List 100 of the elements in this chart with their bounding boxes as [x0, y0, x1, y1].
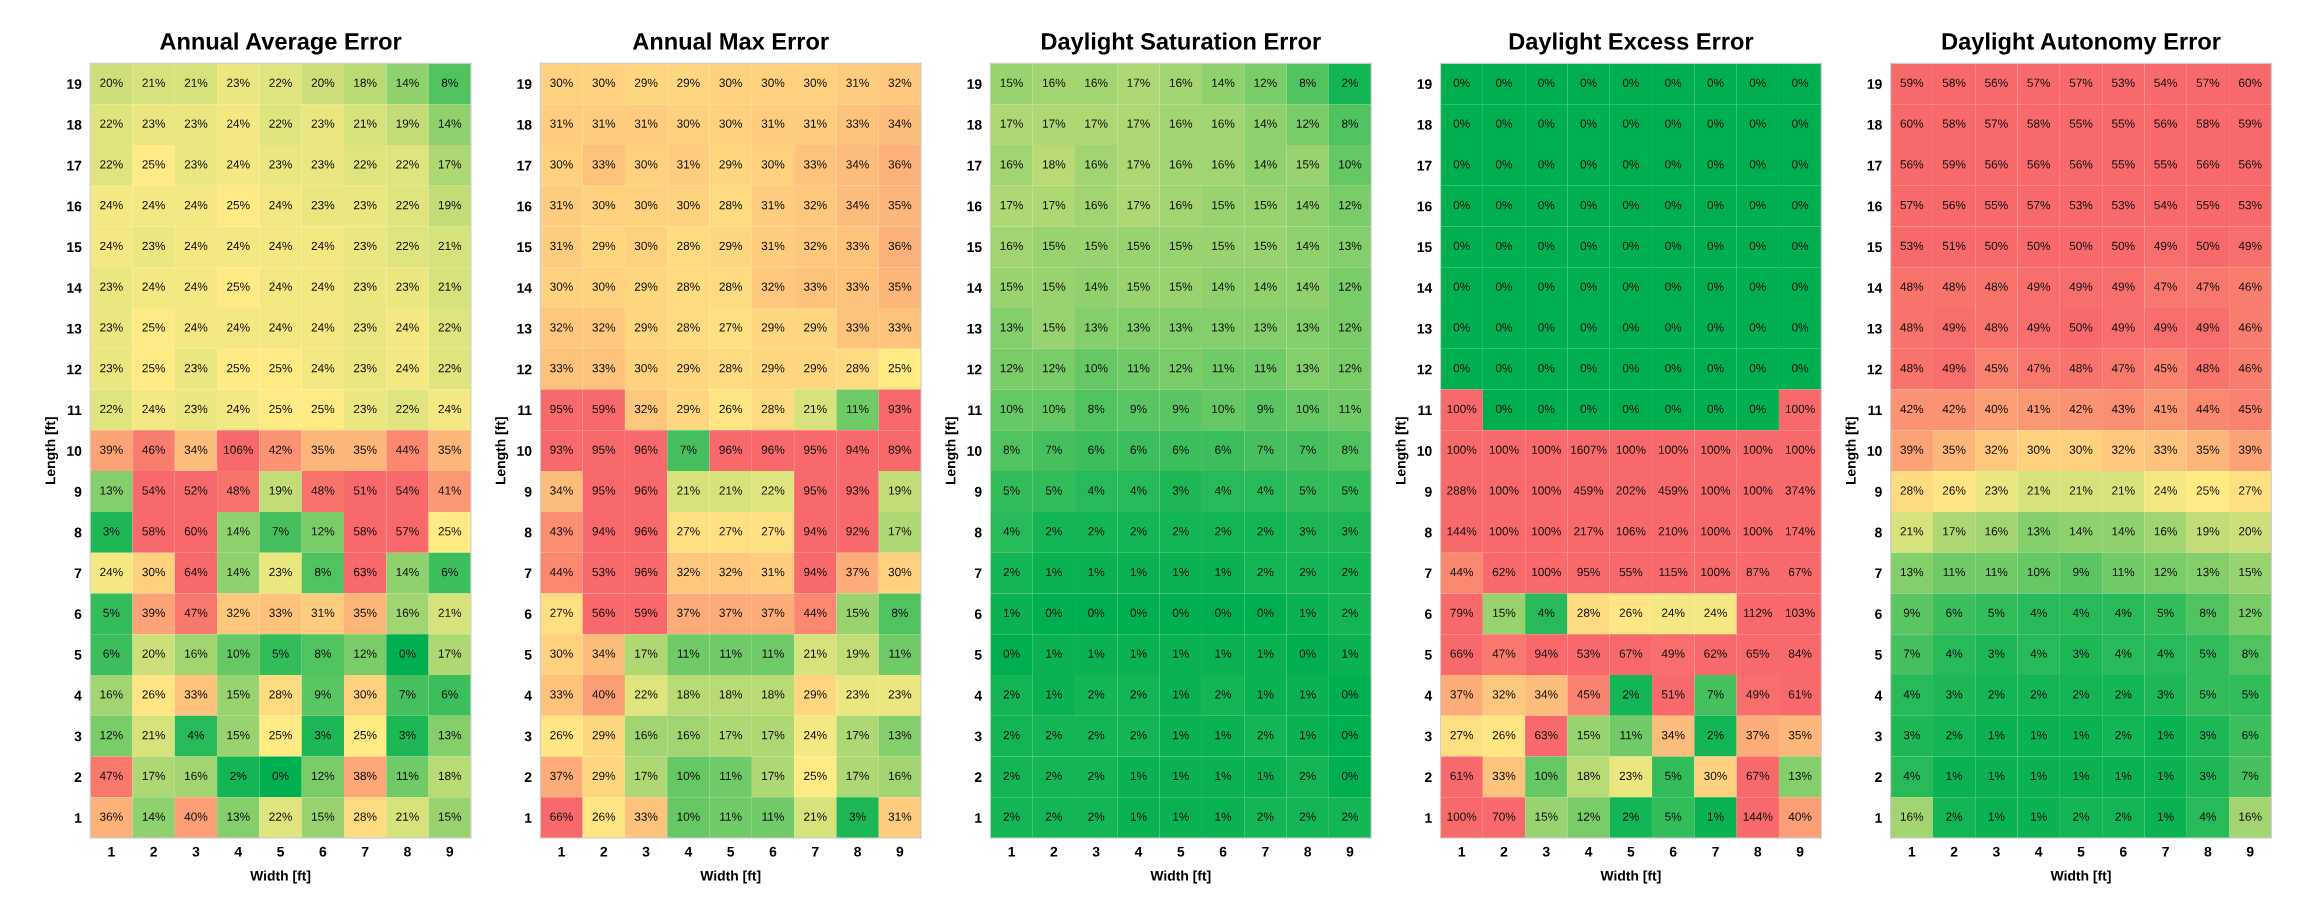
data-label: 23%: [353, 241, 377, 251]
data-label: 31%: [592, 119, 616, 128]
data-label: 13%: [1296, 323, 1320, 332]
data-label: 37%: [761, 608, 785, 617]
data-label: 11%: [677, 649, 700, 658]
data-label: 11%: [1212, 364, 1235, 373]
data-label: 23%: [142, 119, 166, 128]
data-label: 14%: [438, 119, 462, 128]
data-label: 3%: [1299, 527, 1316, 536]
data-label: 35%: [311, 445, 335, 454]
data-label: 39%: [142, 608, 166, 617]
data-label: 25%: [142, 323, 166, 332]
y-tick-label: 14: [517, 283, 532, 293]
data-label: 24%: [438, 404, 462, 414]
data-label: 47%: [99, 771, 123, 781]
data-label: 0%: [1495, 119, 1513, 128]
data-label: 57%: [396, 527, 419, 536]
data-label: 23%: [269, 160, 292, 169]
data-label: 100%: [1701, 445, 1731, 454]
data-label: 22%: [761, 486, 785, 495]
data-label: 13%: [2027, 527, 2051, 536]
data-label: 22%: [100, 160, 123, 169]
data-label: 2%: [1172, 527, 1189, 536]
data-label: 1%: [1257, 649, 1274, 658]
data-label: 5%: [2199, 649, 2217, 658]
data-label: 24%: [184, 282, 208, 291]
data-label: 32%: [803, 241, 827, 251]
data-label: 60%: [1900, 119, 1924, 128]
data-label: 0%: [1749, 200, 1766, 210]
data-label: 89%: [888, 445, 912, 454]
data-label: 23%: [353, 282, 377, 291]
data-label: 2%: [1088, 690, 1105, 699]
data-label: 51%: [1661, 690, 1685, 699]
data-label: 33%: [269, 608, 292, 617]
x-tick-label: 5: [727, 846, 735, 857]
data-label: 24%: [227, 160, 250, 169]
data-label: 1607%: [1571, 445, 1607, 454]
data-label: 53%: [2111, 200, 2135, 210]
data-label: 374%: [1785, 486, 1815, 495]
x-tick-label: 3: [1092, 846, 1100, 857]
data-label: 36%: [888, 241, 912, 251]
data-label: 2%: [1299, 812, 1316, 821]
data-label: 22%: [100, 119, 123, 128]
data-label: 19%: [269, 486, 292, 495]
data-label: 67%: [1619, 649, 1643, 658]
data-label: 144%: [1743, 812, 1773, 821]
data-label: 28%: [761, 404, 785, 414]
x-tick-label: 1: [1008, 846, 1016, 857]
data-label: 24%: [2154, 486, 2178, 495]
data-label: 95%: [592, 486, 616, 495]
y-tick-label: 4: [524, 690, 532, 701]
data-label: 22%: [353, 160, 377, 169]
data-label: 37%: [550, 771, 573, 781]
data-label: 16%: [1985, 527, 2008, 536]
data-label: 44%: [549, 567, 573, 577]
data-label: 49%: [1942, 364, 1966, 373]
y-tick-label: 6: [1875, 609, 1882, 619]
data-label: 2%: [1045, 812, 1062, 821]
y-tick-label: 19: [1417, 79, 1432, 89]
data-label: 3%: [849, 812, 866, 821]
data-label: 2%: [1946, 730, 1963, 740]
y-tick-label: 13: [1867, 323, 1882, 334]
data-label: 29%: [677, 404, 700, 414]
data-label: 17%: [1042, 119, 1066, 128]
data-label: 5%: [1665, 771, 1682, 781]
data-label: 2%: [1299, 771, 1316, 781]
x-tick-label: 7: [361, 846, 369, 857]
data-label: 55%: [2069, 119, 2093, 128]
data-label: 58%: [1942, 78, 1966, 87]
data-label: 27%: [2239, 486, 2262, 495]
data-label: 33%: [846, 119, 869, 128]
data-label: 24%: [227, 241, 250, 251]
data-label: 33%: [846, 323, 869, 332]
data-label: 1%: [1342, 649, 1359, 658]
data-label: 7%: [1903, 649, 1920, 658]
data-label: 15%: [311, 812, 335, 821]
data-label: 22%: [396, 241, 419, 251]
y-tick-label: 11: [968, 405, 982, 415]
data-label: 459%: [1658, 486, 1688, 495]
data-label: 7%: [1257, 445, 1274, 454]
data-label: 0%: [1622, 200, 1640, 210]
data-label: 217%: [1574, 527, 1604, 536]
y-tick-label: 10: [67, 446, 82, 456]
data-label: 16%: [888, 771, 912, 781]
y-tick-label: 6: [74, 609, 82, 619]
data-label: 0%: [1172, 608, 1189, 617]
data-label: 50%: [2196, 241, 2220, 251]
data-label: 21%: [677, 486, 700, 495]
data-label: 55%: [2196, 200, 2220, 210]
data-label: 35%: [2196, 445, 2220, 454]
data-label: 100%: [1743, 527, 1773, 536]
data-label: 12%: [1000, 364, 1023, 373]
data-label: 1%: [1707, 812, 1724, 821]
data-label: 4%: [187, 730, 205, 740]
data-label: 103%: [1785, 608, 1815, 617]
data-label: 14%: [1254, 282, 1277, 291]
x-tick-label: 1: [1458, 846, 1466, 857]
chart-title: Annual Average Error: [160, 32, 402, 55]
y-tick-label: 2: [1424, 772, 1432, 782]
data-label: 100%: [1701, 527, 1731, 536]
